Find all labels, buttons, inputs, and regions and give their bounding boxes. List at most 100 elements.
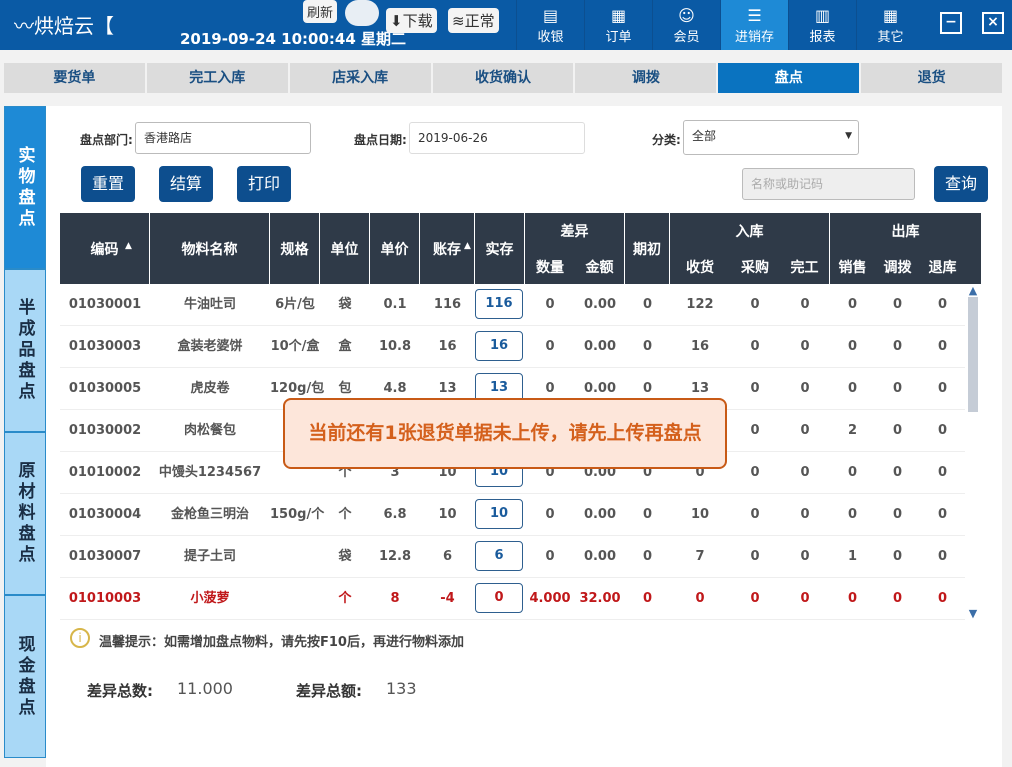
query-button[interactable]: 查询 bbox=[934, 166, 988, 202]
tab-3[interactable]: 收货确认 bbox=[432, 63, 574, 93]
cell: 0 bbox=[892, 465, 903, 480]
cell: 0 bbox=[800, 591, 810, 606]
date-input[interactable]: 2019-06-26 bbox=[409, 122, 585, 154]
cell: 16 bbox=[690, 339, 710, 354]
cell: 0 bbox=[892, 381, 903, 396]
nav-order[interactable]: ▦ 订单 bbox=[584, 0, 652, 50]
cell: 01030004 bbox=[68, 507, 142, 522]
sidebar-item-3[interactable]: 现金盘点 bbox=[4, 595, 46, 758]
reset-button[interactable]: 重置 bbox=[81, 166, 135, 202]
table-row[interactable]: 01030004 金枪鱼三明治 150g/个个 6.8 10 10 0 0.00 0 10 0 0 0 0… bbox=[60, 494, 965, 536]
cell: -4 bbox=[440, 591, 455, 606]
settle-button[interactable]: 结算 bbox=[159, 166, 213, 202]
header-diff-qty: 数量 bbox=[536, 259, 564, 276]
cell: 0 bbox=[750, 549, 760, 564]
cell: 0 bbox=[892, 591, 903, 606]
header-price: 单价 bbox=[370, 213, 420, 284]
scroll-thumb[interactable] bbox=[968, 297, 978, 412]
download-button[interactable]: ⬇下载 bbox=[386, 8, 437, 33]
cell: 8 bbox=[390, 591, 400, 606]
member-icon: ☺ bbox=[678, 6, 695, 25]
cell: 10个/盒 bbox=[270, 339, 320, 354]
sort-code-icon[interactable]: ▲ bbox=[125, 241, 132, 251]
tab-4[interactable]: 调拨 bbox=[575, 63, 717, 93]
cell: 0.00 bbox=[583, 381, 617, 396]
sidebar-item-1[interactable]: 半成品盘点 bbox=[4, 269, 46, 432]
cell: 0 bbox=[937, 549, 948, 564]
nav-inventory[interactable]: ☰ 进销存 bbox=[720, 0, 788, 50]
refresh-button[interactable]: 刷新 bbox=[303, 0, 338, 23]
category-label: 分类: bbox=[652, 133, 681, 147]
cell: 虎皮卷 bbox=[190, 381, 230, 396]
cell: 0 bbox=[847, 339, 858, 354]
cell: 4.8 bbox=[383, 381, 407, 396]
minimize-button[interactable]: − bbox=[940, 12, 962, 34]
cell: 0 bbox=[847, 507, 858, 522]
network-status[interactable]: ≋正常 bbox=[448, 8, 499, 33]
nav-member[interactable]: ☺ 会员 bbox=[652, 0, 720, 50]
table-row[interactable]: 01030007 提子土司 袋 12.8 6 6 0 0.00 0 7 0 0 1 0 0 bbox=[60, 536, 965, 578]
header-code: 编码 bbox=[60, 213, 150, 284]
nav-label: 订单 bbox=[605, 30, 632, 45]
cell: 10.8 bbox=[378, 339, 412, 354]
sidebar-item-2[interactable]: 原材料盘点 bbox=[4, 432, 46, 595]
nav-grid[interactable]: ▦ 其它 bbox=[856, 0, 924, 50]
nav-cashier[interactable]: ▤ 收银 bbox=[516, 0, 584, 50]
tab-1[interactable]: 完工入库 bbox=[146, 63, 288, 93]
cell: 盒 bbox=[338, 339, 352, 354]
actual-qty-input[interactable]: 116 bbox=[475, 289, 523, 319]
table-row[interactable]: 01030003 盒装老婆饼 10个/盒 盒 10.8 16 16 0 0.00 0 16 0 0 0 0 0 bbox=[60, 326, 965, 368]
cell: 4.000 bbox=[529, 591, 571, 606]
cell: 0 bbox=[937, 507, 948, 522]
cell: 1 bbox=[847, 549, 858, 564]
cell: 0.1 bbox=[383, 297, 407, 312]
cell: 0 bbox=[545, 381, 555, 396]
print-button[interactable]: 打印 bbox=[237, 166, 291, 202]
nav-chart[interactable]: ▥ 报表 bbox=[788, 0, 856, 50]
tab-2[interactable]: 店采入库 bbox=[289, 63, 431, 93]
dept-input[interactable]: 香港路店 bbox=[135, 122, 311, 154]
cell: 中馒头1234567 bbox=[158, 465, 262, 480]
actual-qty-input[interactable]: 10 bbox=[475, 499, 523, 529]
header-out: 出库 bbox=[891, 224, 920, 240]
header-unit: 单位 bbox=[320, 213, 370, 284]
cell: 0 bbox=[847, 591, 858, 606]
table-row[interactable]: 01030001 牛油吐司 6片/包 袋 0.1 116 116 0 0.00 0 122 0 0 0 0 0 bbox=[60, 284, 965, 326]
sidebar-item-0[interactable]: 实物盘点 bbox=[4, 106, 46, 269]
actual-qty-input[interactable]: 0 bbox=[475, 583, 523, 613]
search-input[interactable]: 名称或助记码 bbox=[742, 168, 915, 200]
cell: 0 bbox=[892, 507, 903, 522]
cell: 0.00 bbox=[583, 297, 617, 312]
tab-0[interactable]: 要货单 bbox=[4, 63, 145, 93]
sort-book-icon[interactable]: ▲ bbox=[464, 241, 471, 251]
cell: 0 bbox=[695, 465, 705, 480]
table-row[interactable]: 01010003 小菠萝 个 8 -4 0 4.000 32.00 0 0 0 0 0 0 0 bbox=[60, 578, 965, 620]
actual-qty-input[interactable]: 6 bbox=[475, 541, 523, 571]
app-logo: 〰烘焙云【 bbox=[14, 14, 114, 38]
inventory-icon: ☰ bbox=[747, 6, 762, 25]
cell: 0 bbox=[642, 381, 653, 396]
tab-5[interactable]: 盘点 bbox=[718, 63, 860, 93]
header-actual: 实存 bbox=[475, 213, 525, 284]
close-button[interactable]: × bbox=[982, 12, 1004, 34]
scrollbar[interactable]: ▲ ▼ bbox=[965, 284, 981, 620]
actual-qty-input[interactable]: 16 bbox=[475, 331, 523, 361]
category-select[interactable]: 全部 ▼ bbox=[683, 120, 859, 155]
blurred-avatar bbox=[345, 0, 379, 26]
header-diff-amt: 金额 bbox=[575, 249, 625, 284]
tab-6[interactable]: 退货 bbox=[861, 63, 1003, 93]
cell: 袋 bbox=[338, 549, 352, 564]
cell: 0 bbox=[847, 465, 858, 480]
sub-tabs: 要货单 完工入库 店采入库 收货确认 调拨 盘点 退货 bbox=[4, 63, 1003, 93]
cell: 0 bbox=[750, 591, 760, 606]
scroll-up-icon[interactable]: ▲ bbox=[968, 284, 978, 297]
cell: 0 bbox=[800, 339, 810, 354]
header-in_buy: 采购 bbox=[741, 259, 769, 276]
cell: 0 bbox=[800, 507, 810, 522]
cell: 116 bbox=[433, 297, 462, 312]
cell: 包 bbox=[338, 381, 352, 396]
cell: 0 bbox=[642, 297, 653, 312]
scroll-down-icon[interactable]: ▼ bbox=[968, 607, 978, 620]
cell: 0 bbox=[695, 591, 705, 606]
cell: 0 bbox=[892, 297, 903, 312]
